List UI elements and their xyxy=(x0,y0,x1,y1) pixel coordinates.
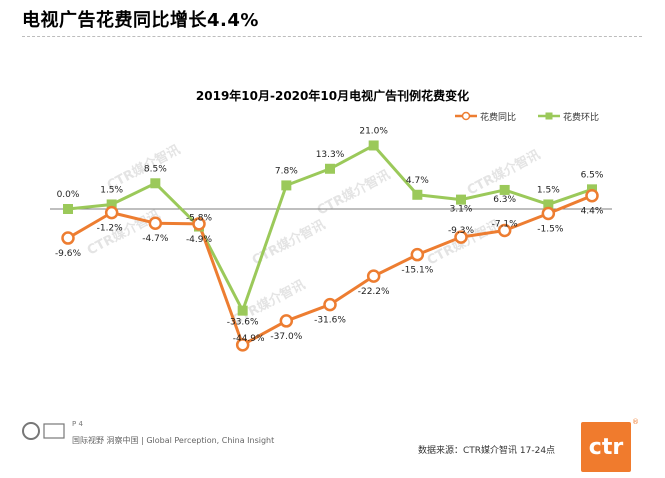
data-label: -15.1% xyxy=(401,266,433,276)
data-point xyxy=(235,338,250,352)
data-point xyxy=(499,184,510,195)
data-label: 1.5% xyxy=(100,185,123,195)
data-point xyxy=(63,204,73,214)
data-point xyxy=(585,188,599,203)
data-label: 0.0% xyxy=(57,190,80,200)
series-layer: -9.6% -1.2% -4.7% -4.9% -44.9% -37.0% -31.6% -2… xyxy=(55,126,604,352)
data-label: -5.8% xyxy=(186,214,213,224)
data-label: -37.0% xyxy=(270,332,302,342)
data-label: -22.2% xyxy=(358,287,390,297)
data-label: 21.0% xyxy=(359,126,388,136)
ctr-logo: ctr xyxy=(581,422,631,472)
data-label: 6.5% xyxy=(581,170,604,180)
data-label: -1.2% xyxy=(97,224,124,234)
data-point xyxy=(456,194,466,205)
chart-legend: 花费同比 花费环比 xyxy=(455,111,599,123)
data-label: -4.7% xyxy=(142,234,169,244)
data-point xyxy=(61,231,75,245)
data-point xyxy=(150,178,161,189)
title-divider xyxy=(22,36,642,37)
chart-title: 2019年10月-2020年10月电视广告刊例花费变化 xyxy=(195,89,470,103)
data-point xyxy=(281,180,292,191)
data-label: 8.5% xyxy=(144,164,167,174)
data-point xyxy=(237,305,248,316)
data-point xyxy=(323,297,337,312)
data-label: 1.5% xyxy=(537,185,560,195)
data-label: -4.9% xyxy=(186,235,213,245)
data-label: 3.1% xyxy=(450,205,473,215)
cert-badge-icon xyxy=(43,423,65,439)
data-point xyxy=(192,217,206,231)
data-label: -9.3% xyxy=(448,226,475,236)
data-label: -1.5% xyxy=(537,225,564,235)
data-label: -9.6% xyxy=(55,249,82,259)
data-point xyxy=(497,223,512,238)
data-label: -7.1% xyxy=(492,219,519,229)
footer-slogan: 国际视野 洞察中国 | Global Perception, China Ins… xyxy=(72,436,275,445)
cert-seal-icon xyxy=(22,422,40,440)
legend-label: 花费同比 xyxy=(480,111,516,123)
registered-mark: ® xyxy=(632,418,639,426)
data-point xyxy=(279,314,294,328)
data-point xyxy=(106,199,117,210)
data-label: -44.9% xyxy=(233,334,265,344)
data-label: 4.7% xyxy=(406,176,429,186)
data-point xyxy=(410,247,425,262)
certification-logos xyxy=(22,421,68,441)
data-point xyxy=(368,140,379,151)
data-label: -33.6% xyxy=(227,318,259,328)
data-point xyxy=(325,163,335,174)
data-label: 7.8% xyxy=(275,166,298,176)
data-label: -31.6% xyxy=(314,316,346,326)
data-label: 4.4% xyxy=(581,207,604,217)
legend-label: 花费环比 xyxy=(563,111,599,123)
data-point xyxy=(366,269,381,283)
data-point xyxy=(541,206,556,221)
data-point xyxy=(412,189,423,200)
data-label: 13.3% xyxy=(316,150,345,160)
legend-marker xyxy=(461,111,471,121)
data-label: 6.3% xyxy=(493,195,516,205)
data-point xyxy=(454,230,468,244)
data-point xyxy=(543,199,554,210)
data-point xyxy=(148,216,163,230)
data-point xyxy=(104,205,119,220)
legend-marker xyxy=(545,112,553,120)
data-source: 数据来源：CTR媒介智讯 17-24点 xyxy=(418,446,556,456)
page-title: 电视广告花费同比增长4.4% xyxy=(22,10,259,31)
page-number: P 4 xyxy=(72,420,83,428)
